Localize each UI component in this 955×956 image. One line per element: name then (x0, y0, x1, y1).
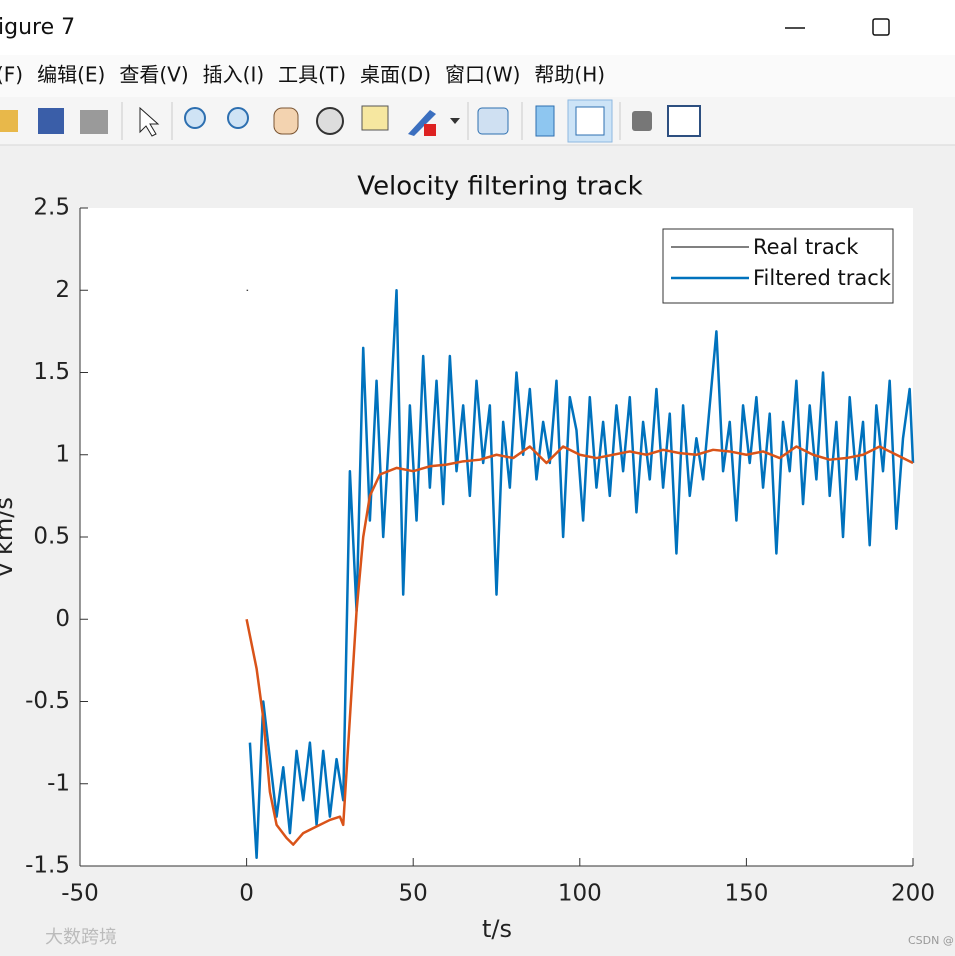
y-axis-label: v km/s (0, 497, 18, 577)
y-tick-label: -1 (47, 770, 70, 796)
save-icon[interactable] (38, 108, 64, 134)
window-title: igure 7 (0, 15, 75, 40)
y-tick-label: -0.5 (25, 688, 70, 714)
x-tick-label: 200 (891, 881, 935, 907)
menu-item[interactable]: 帮助(H) (534, 63, 605, 87)
menu-item[interactable]: 编辑(E) (37, 63, 105, 87)
pointer-icon[interactable] (139, 106, 160, 137)
plot-lines (245, 289, 915, 860)
x-tick-label: 50 (399, 881, 428, 907)
legend-box (662, 228, 894, 304)
menu-item[interactable]: 窗口(W) (445, 63, 520, 87)
rotate-icon[interactable] (316, 107, 344, 135)
toolbar-icons (0, 99, 701, 143)
series-line (248, 289, 915, 860)
brush-color[interactable] (424, 124, 436, 136)
y-tick-label: 0 (55, 606, 70, 632)
menu-item[interactable]: 工具(T) (278, 63, 346, 87)
brush-icon[interactable] (408, 110, 436, 136)
menu-item[interactable]: (F) (0, 63, 23, 87)
x-tick-label: -50 (61, 881, 99, 907)
menu-item[interactable]: 桌面(D) (360, 63, 431, 87)
legend-icon[interactable] (575, 106, 605, 136)
link-icon[interactable] (477, 107, 509, 135)
zoom-out-icon[interactable] (227, 107, 249, 129)
legend-label: Filtered track (753, 266, 892, 290)
print-icon[interactable] (80, 110, 108, 134)
chart-title: Velocity filtering track (357, 172, 642, 202)
x-tick-label: 100 (558, 881, 602, 907)
watermark: 大数跨境 (45, 927, 117, 948)
open-icon[interactable] (0, 110, 18, 132)
y-tick-label: 1.5 (33, 359, 70, 385)
x-axis-label: t/s (482, 915, 512, 943)
zoom-in-icon[interactable] (184, 107, 206, 129)
plot-area (80, 208, 913, 866)
y-tick-label: 2.5 (33, 195, 70, 221)
menu-item[interactable]: 查看(V) (119, 63, 188, 87)
dropdown-icon[interactable] (450, 118, 460, 124)
y-tick-label: 2 (55, 277, 70, 303)
maximize-button[interactable] (872, 18, 890, 36)
datatip-icon[interactable] (361, 105, 389, 131)
legend: Real track Filtered track (662, 228, 894, 304)
menu: (F) 编辑(E) 查看(V) 插入(I) 工具(T) 桌面(D) 窗口(W) 帮助(H) (0, 63, 605, 87)
series-line (245, 445, 914, 846)
menu-bar (0, 55, 955, 97)
axes: -50 0 50 100 150 200 -1.5 -1 -0.5 0 0.5 1 1.5 2 2.5 (25, 195, 935, 907)
y-tick-label: 1 (55, 441, 70, 467)
watermark: CSDN @ (908, 934, 954, 947)
colorbar-icon[interactable] (535, 105, 555, 137)
legend-label: Real track (753, 235, 859, 259)
x-tick-label: 150 (724, 881, 768, 907)
pan-icon[interactable] (273, 107, 299, 135)
menu-item[interactable]: 插入(I) (203, 63, 265, 87)
title-bar (0, 0, 955, 55)
dock-icon[interactable] (667, 105, 701, 137)
y-tick-label: 0.5 (33, 524, 70, 550)
y-tick-label: -1.5 (25, 853, 70, 879)
hide-tools-icon[interactable] (632, 111, 652, 131)
x-tick-label: 0 (239, 881, 254, 907)
